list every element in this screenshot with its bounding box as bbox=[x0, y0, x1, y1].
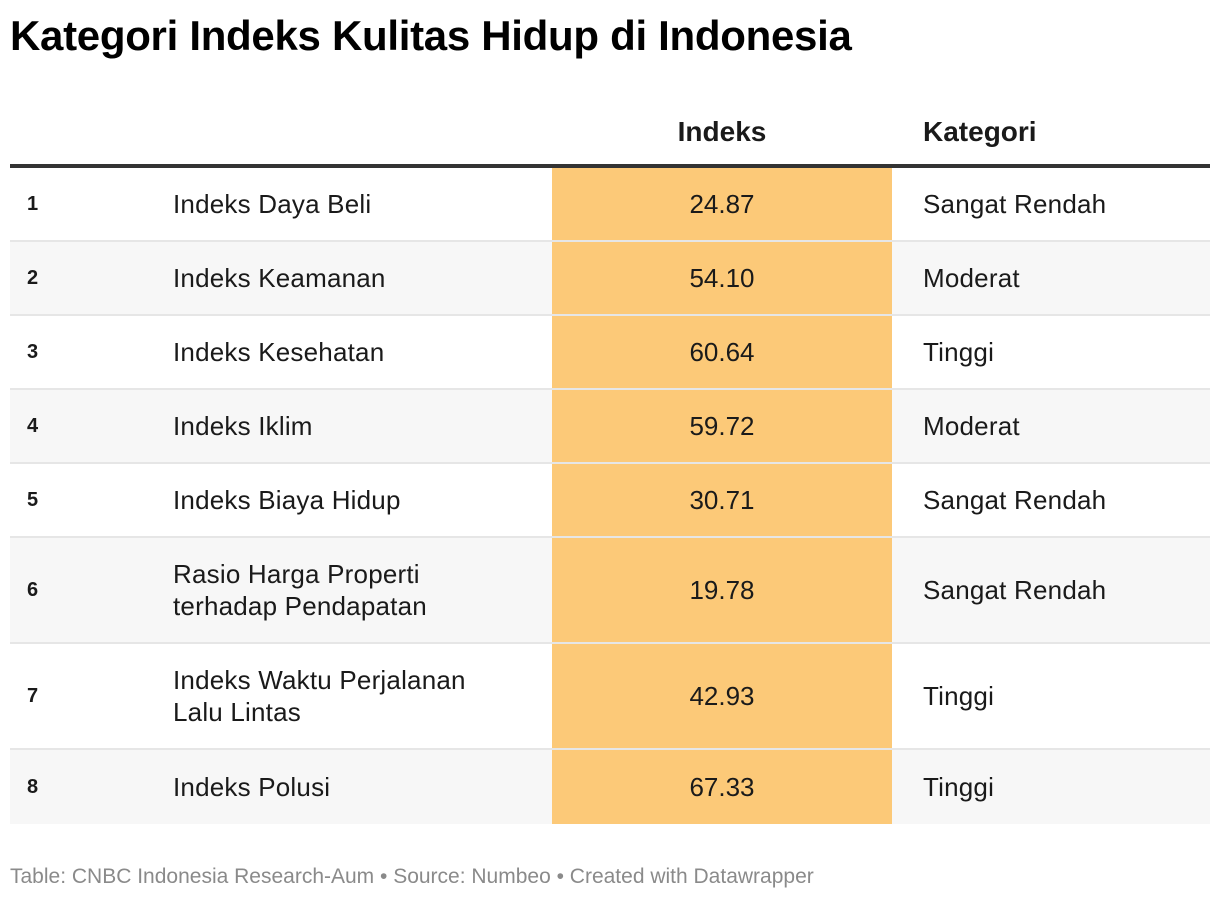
category-label: Moderat bbox=[923, 410, 1020, 441]
chart-title: Kategori Indeks Kulitas Hidup di Indones… bbox=[10, 12, 852, 59]
table-row: 6 Rasio Harga Properti terhadap Pendapata… bbox=[10, 538, 1210, 644]
category-label: Tinggi bbox=[923, 336, 995, 367]
index-value: 24.87 bbox=[552, 168, 892, 240]
row-number: 5 bbox=[27, 488, 39, 511]
index-value: 30.71 bbox=[552, 464, 892, 536]
index-name: Indeks Polusi bbox=[173, 772, 331, 802]
category-label: Tinggi bbox=[923, 771, 995, 802]
category-label: Sangat Rendah bbox=[923, 188, 1107, 219]
category-label: Moderat bbox=[923, 262, 1020, 293]
index-value: 42.93 bbox=[552, 644, 892, 748]
index-value: 59.72 bbox=[552, 390, 892, 462]
table-row: 3 Indeks Kesehatan 60.64 Tinggi bbox=[10, 316, 1210, 390]
table-footer: Table: CNBC Indonesia Research-Aum • Sou… bbox=[10, 865, 814, 888]
table-row: 5 Indeks Biaya Hidup 30.71 Sangat Rendah bbox=[10, 464, 1210, 538]
column-header-kategori[interactable]: Kategori bbox=[923, 116, 1037, 147]
index-name: Indeks Keamanan bbox=[173, 263, 386, 293]
table-row: 7 Indeks Waktu Perjalanan Lalu Lintas 42.9… bbox=[10, 644, 1210, 750]
row-number: 2 bbox=[27, 266, 39, 289]
table-header: Indeks Kategori bbox=[10, 96, 1210, 168]
index-value: 54.10 bbox=[552, 242, 892, 314]
data-table: Indeks Kategori 1 Indeks Daya Beli 24.87 Sa… bbox=[10, 96, 1210, 824]
table-row: 4 Indeks Iklim 59.72 Moderat bbox=[10, 390, 1210, 464]
index-name: Indeks Daya Beli bbox=[173, 189, 372, 219]
index-value: 19.78 bbox=[552, 538, 892, 642]
column-header-indeks[interactable]: Indeks bbox=[677, 116, 767, 147]
index-name: Indeks Biaya Hidup bbox=[173, 485, 401, 515]
row-number: 6 bbox=[27, 578, 39, 601]
category-label: Tinggi bbox=[923, 680, 995, 711]
table-body: 1 Indeks Daya Beli 24.87 Sangat Rendah 2 Inde… bbox=[10, 168, 1210, 824]
table-row: 8 Indeks Polusi 67.33 Tinggi bbox=[10, 750, 1210, 824]
index-name: Indeks Kesehatan bbox=[173, 337, 385, 367]
category-label: Sangat Rendah bbox=[923, 574, 1107, 605]
index-value: 60.64 bbox=[552, 316, 892, 388]
row-number: 3 bbox=[27, 340, 39, 363]
table-row: 2 Indeks Keamanan 54.10 Moderat bbox=[10, 242, 1210, 316]
row-number: 1 bbox=[27, 192, 39, 215]
row-number: 4 bbox=[27, 414, 39, 437]
index-name: Indeks Waktu Perjalanan Lalu Lintas bbox=[173, 665, 466, 727]
row-number: 7 bbox=[27, 684, 39, 707]
index-name: Rasio Harga Properti terhadap Pendapatan bbox=[173, 559, 427, 621]
category-label: Sangat Rendah bbox=[923, 484, 1107, 515]
table-row: 1 Indeks Daya Beli 24.87 Sangat Rendah bbox=[10, 168, 1210, 242]
index-value: 67.33 bbox=[552, 750, 892, 824]
index-name: Indeks Iklim bbox=[173, 411, 313, 441]
row-number: 8 bbox=[27, 775, 39, 798]
